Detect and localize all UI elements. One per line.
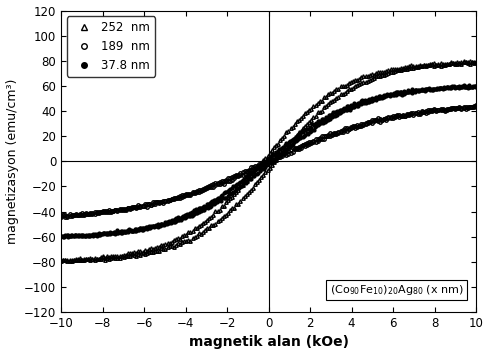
Y-axis label: magnetizasyon (emu/cm³): magnetizasyon (emu/cm³) xyxy=(5,78,19,244)
X-axis label: magnetik alan (kOe): magnetik alan (kOe) xyxy=(188,335,348,349)
Legend: 252  nm, 189  nm, 37.8 nm: 252 nm, 189 nm, 37.8 nm xyxy=(67,16,155,77)
Text: (Co$_{90}$Fe$_{10}$)$_{20}$Ag$_{80}$ (x nm): (Co$_{90}$Fe$_{10}$)$_{20}$Ag$_{80}$ (x … xyxy=(329,283,463,297)
